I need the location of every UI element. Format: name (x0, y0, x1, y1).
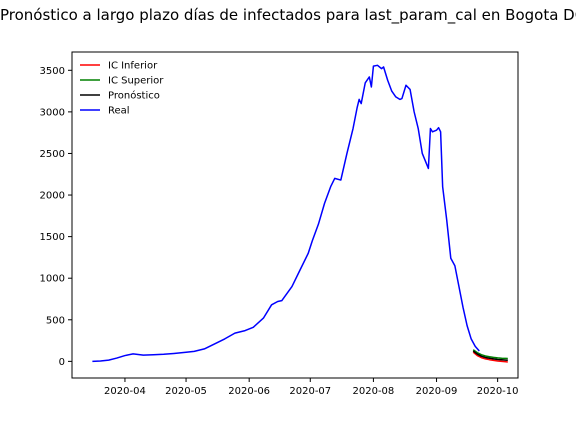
x-tick-label: 2020-04 (104, 386, 146, 397)
legend-label: Real (108, 106, 130, 117)
x-tick-label: 2020-07 (289, 386, 331, 397)
x-axis: 2020-04 2020-05 2020-06 2020-07 2020-08 2020-… (104, 378, 519, 397)
y-tick-label: 2500 (40, 149, 65, 160)
plot-frame (71, 51, 519, 379)
series-line-ic-superior (472, 349, 508, 360)
x-tick-label: 2020-05 (165, 386, 207, 397)
y-tick-label: 500 (46, 315, 65, 326)
y-tick-label: 1000 (40, 274, 65, 285)
y-tick-label: 3500 (40, 66, 65, 77)
legend-label: Pronóstico (108, 90, 160, 102)
series-line-ic-inferior (472, 351, 508, 363)
chart-title: Pronóstico a largo plazo días de infecta… (0, 6, 576, 24)
y-tick-label: 3000 (40, 107, 65, 118)
x-tick-label: 2020-10 (477, 386, 519, 397)
series-layer (92, 64, 508, 363)
x-tick-label: 2020-08 (353, 386, 395, 397)
y-tick-label: 0 (59, 357, 65, 368)
x-tick-label: 2020-09 (416, 386, 458, 397)
y-tick-label: 2000 (40, 191, 65, 202)
series-line-pronostico (472, 350, 508, 362)
y-axis: 0 500 1000 1500 2000 2500 3000 3500 (40, 66, 72, 368)
x-tick-label: 2020-06 (228, 386, 270, 397)
legend: IC Inferior IC Superior Pronóstico Real (80, 61, 164, 117)
legend-label: IC Superior (108, 76, 164, 87)
legend-label: IC Inferior (108, 61, 158, 72)
y-tick-label: 1500 (40, 232, 65, 243)
series-line-real (92, 64, 480, 363)
